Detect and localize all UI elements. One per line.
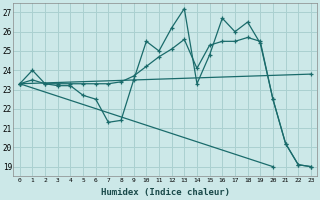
X-axis label: Humidex (Indice chaleur): Humidex (Indice chaleur) — [101, 188, 230, 197]
